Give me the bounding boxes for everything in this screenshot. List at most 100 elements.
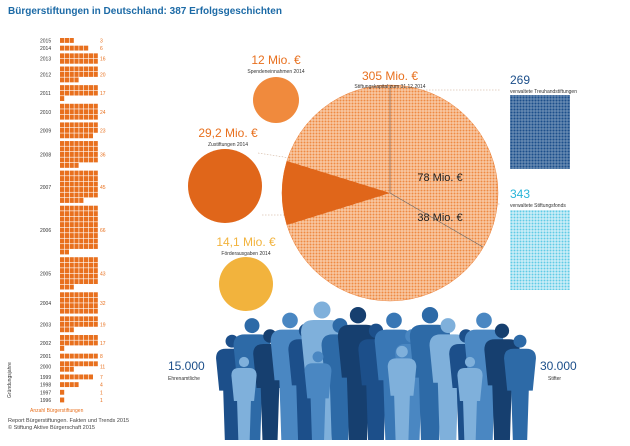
treuhand-label: verwaltete Treuhandstiftungen — [510, 89, 577, 95]
year-label: 1998 — [40, 383, 51, 389]
year-cell — [60, 397, 65, 403]
year-cell — [74, 257, 79, 263]
year-cell — [74, 85, 79, 91]
year-cell — [69, 152, 74, 157]
year-cell — [79, 198, 84, 203]
year-cell — [74, 192, 79, 198]
year-cell — [74, 308, 79, 314]
year-value-label: 17 — [100, 91, 106, 97]
year-cell — [60, 181, 65, 187]
year-cell — [79, 181, 84, 187]
year-cell — [88, 233, 93, 238]
year-cell — [79, 71, 84, 77]
year-cell — [84, 103, 89, 109]
year-cell — [74, 181, 79, 187]
year-cell — [69, 303, 74, 309]
year-cell — [74, 205, 79, 211]
year-cell — [79, 292, 84, 298]
year-cell — [88, 216, 93, 222]
year-value-label: 45 — [100, 185, 106, 191]
year-cell — [88, 353, 93, 359]
square-treuhandstiftungen — [510, 95, 570, 169]
year-cell — [60, 374, 65, 380]
year-cell — [93, 205, 98, 211]
bubble-spendeneinnahmen — [253, 77, 299, 123]
year-cell — [64, 162, 69, 168]
year-cell — [74, 66, 79, 72]
year-cell — [79, 321, 84, 327]
year-cell — [74, 382, 79, 388]
year-cell — [60, 345, 65, 351]
year-cell — [60, 382, 65, 388]
year-cell — [64, 141, 69, 146]
year-cell — [79, 90, 84, 96]
year-bar-2012 — [60, 66, 98, 83]
year-cell — [88, 257, 93, 263]
year-cell — [69, 114, 74, 120]
year-cell — [79, 45, 84, 51]
year-cell — [84, 222, 89, 228]
year-cell — [84, 187, 89, 192]
year-cell — [79, 66, 84, 72]
year-label: 2007 — [40, 185, 51, 191]
foerderausgaben-label: Förderausgaben 2014 — [221, 251, 270, 257]
year-cell — [69, 257, 74, 263]
year-cell — [60, 58, 65, 64]
year-cell — [60, 244, 65, 249]
year-cell — [88, 279, 93, 284]
year-cell — [64, 273, 69, 279]
year-cell — [60, 268, 65, 274]
year-cell — [60, 303, 65, 309]
year-cell — [93, 109, 98, 115]
year-cell — [69, 211, 74, 217]
person-silhouette — [387, 345, 417, 440]
year-cell — [84, 238, 89, 244]
year-cell — [79, 85, 84, 91]
year-cell — [64, 361, 69, 367]
year-cell — [93, 353, 98, 359]
year-cell — [84, 361, 89, 367]
year-cell — [69, 366, 74, 372]
year-cell — [84, 192, 89, 198]
year-cell — [88, 187, 93, 192]
year-cell — [69, 205, 74, 211]
year-label: 1996 — [40, 398, 51, 404]
year-cell — [84, 85, 89, 91]
year-cell — [64, 181, 69, 187]
year-cell — [88, 374, 93, 380]
year-cell — [93, 141, 98, 146]
year-cell — [69, 71, 74, 77]
year-value-label: 11 — [100, 365, 105, 371]
year-cell — [60, 233, 65, 238]
year-cell — [69, 90, 74, 96]
year-cell — [93, 279, 98, 284]
year-cell — [88, 176, 93, 181]
year-cell — [69, 127, 74, 133]
year-cell — [69, 279, 74, 284]
year-cell — [88, 152, 93, 157]
year-cell — [84, 122, 89, 128]
year-bar-1997 — [60, 389, 65, 395]
year-cell — [74, 238, 79, 244]
year-cell — [74, 268, 79, 274]
footer: Report Bürgerstiftungen. Fakten und Tren… — [8, 418, 129, 432]
year-cell — [64, 205, 69, 211]
year-cell — [69, 198, 74, 203]
year-cell — [84, 257, 89, 263]
year-cell — [64, 321, 69, 327]
year-value-label: 8 — [100, 354, 103, 360]
year-cell — [74, 292, 79, 298]
year-cell — [84, 90, 89, 96]
ehrenamtliche-label: Ehrenamtliche — [168, 376, 200, 382]
year-cell — [60, 157, 65, 163]
year-cell — [79, 227, 84, 233]
year-value-label: 36 — [100, 153, 106, 159]
year-cell — [60, 222, 65, 228]
year-cell — [88, 238, 93, 244]
year-cell — [69, 85, 74, 91]
year-cell — [93, 222, 98, 228]
year-value-label: 1 — [100, 398, 103, 404]
year-cell — [74, 233, 79, 238]
year-cell — [69, 273, 74, 279]
